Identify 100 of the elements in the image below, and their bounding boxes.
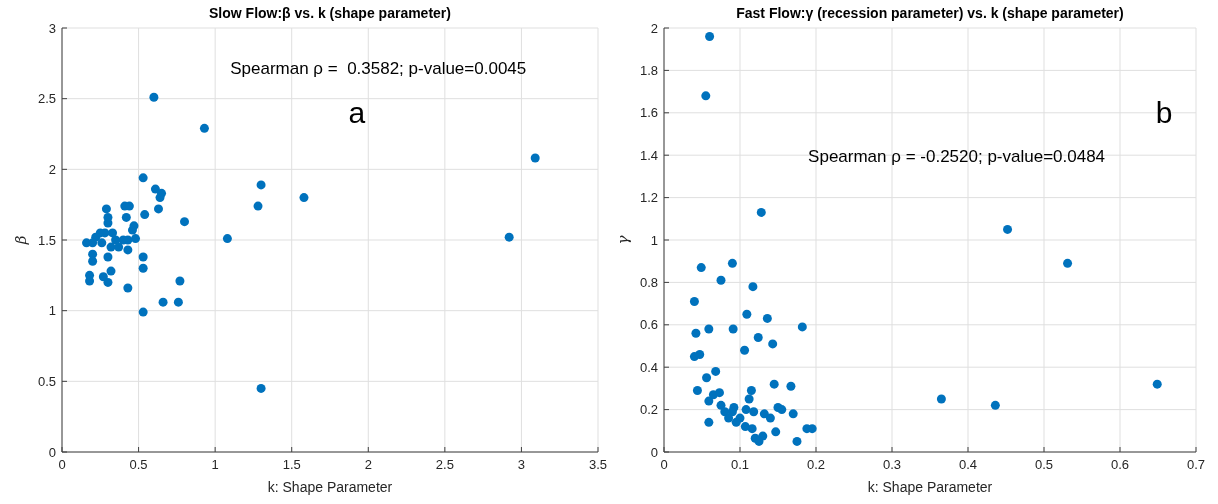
point: [788, 409, 798, 419]
point: [701, 91, 711, 101]
x-tick-label: 0: [660, 457, 668, 472]
annotation: b: [1155, 96, 1173, 129]
point: [936, 394, 946, 404]
point: [256, 383, 266, 393]
x-tick-label: 2: [364, 457, 372, 472]
point: [727, 407, 737, 417]
point: [101, 204, 111, 214]
y-tick-label: 1.4: [639, 147, 658, 163]
point: [180, 217, 190, 227]
y-axis-title: γ: [614, 235, 632, 245]
point: [691, 328, 701, 338]
y-tick-label: 1.2: [639, 190, 658, 206]
point: [530, 153, 540, 163]
point: [88, 256, 98, 266]
x-axis-title: k: Shape Parameter: [867, 479, 993, 495]
y-tick-label: 0.5: [37, 373, 56, 389]
point: [158, 297, 168, 307]
y-axis-title: β: [12, 235, 30, 246]
point: [173, 297, 183, 307]
point: [153, 204, 163, 214]
point: [103, 277, 113, 287]
y-tick-label: 0.6: [639, 317, 658, 333]
y-tick-label: 0: [650, 444, 658, 460]
point: [504, 232, 514, 242]
y-tick-label: 2.5: [37, 91, 56, 107]
point: [762, 313, 772, 323]
point: [742, 309, 752, 319]
point: [704, 396, 714, 406]
point: [97, 238, 107, 248]
point: [98, 272, 108, 282]
point: [704, 324, 714, 334]
point: [728, 324, 738, 334]
y-tick-label: 1.8: [639, 62, 658, 78]
point: [140, 210, 150, 220]
point: [114, 242, 124, 252]
point: [716, 275, 726, 285]
point: [769, 379, 779, 389]
point: [253, 201, 263, 211]
point: [714, 388, 724, 398]
point: [199, 123, 209, 133]
x-tick-label: 0.3: [882, 457, 902, 472]
point: [990, 400, 1000, 410]
point: [756, 207, 766, 217]
y-tick-label: 0.8: [639, 274, 658, 290]
annotation: Spearman ρ = 0.3582; p-value=0.0045: [230, 59, 527, 78]
point: [765, 413, 775, 423]
x-tick-label: 1: [211, 457, 219, 472]
x-axis-title: k: Shape Parameter: [267, 479, 393, 495]
y-tick-label: 1: [650, 232, 658, 248]
point: [127, 225, 137, 235]
point: [1152, 379, 1162, 389]
y-tick-label: 3: [48, 20, 56, 36]
y-tick-label: 0: [48, 444, 56, 460]
point: [702, 373, 712, 383]
chart-title: Fast Flow:γ (recession parameter) vs. k (shape parameter): [736, 5, 1124, 21]
point: [746, 386, 756, 396]
point: [108, 228, 118, 238]
point: [131, 234, 141, 244]
point: [138, 307, 148, 317]
point: [748, 282, 758, 292]
point: [749, 407, 759, 417]
x-tick-label: 0.5: [1034, 457, 1054, 472]
x-tick-label: 0.5: [129, 457, 148, 472]
point: [771, 427, 781, 437]
point: [106, 266, 116, 276]
point: [123, 283, 133, 293]
point: [768, 339, 778, 349]
point: [696, 263, 706, 273]
x-tick-label: 0.1: [730, 457, 750, 472]
x-tick-label: 0.6: [1110, 457, 1130, 472]
chart-title: Slow Flow:β vs. k (shape parameter): [209, 5, 451, 21]
y-tick-label: 0.2: [639, 402, 658, 418]
x-tick-label: 0.7: [1186, 457, 1206, 472]
point: [753, 333, 763, 343]
point: [792, 436, 802, 446]
annotation: Spearman ρ = -0.2520; p-value=0.0484: [808, 147, 1106, 166]
point: [138, 263, 148, 273]
point: [727, 258, 737, 268]
y-tick-label: 2: [650, 20, 658, 36]
y-tick-label: 1.6: [639, 105, 658, 121]
point: [222, 234, 232, 244]
point: [741, 405, 751, 415]
x-tick-label: 1.5: [282, 457, 301, 472]
point: [1003, 224, 1013, 234]
point: [705, 31, 715, 41]
point: [786, 381, 796, 391]
y-tick-label: 2: [48, 161, 56, 177]
point: [759, 409, 769, 419]
point: [149, 92, 159, 102]
y-tick-label: 1: [48, 303, 56, 319]
point: [797, 322, 807, 332]
point: [175, 276, 185, 286]
point: [724, 413, 734, 423]
point: [731, 417, 741, 427]
point: [704, 417, 714, 427]
x-tick-label: 3.5: [588, 457, 608, 472]
y-tick-label: 0.4: [639, 359, 658, 375]
point: [1063, 258, 1073, 268]
